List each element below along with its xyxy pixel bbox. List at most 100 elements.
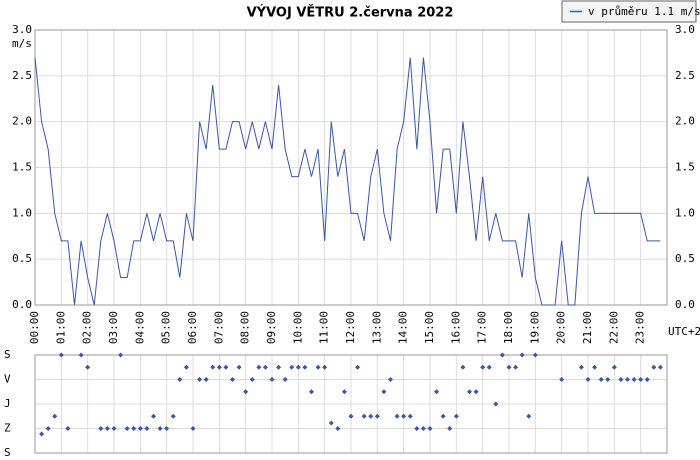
y2-tick-label: 3.0: [675, 23, 695, 36]
direction-point: [183, 364, 189, 370]
direction-point: [355, 364, 361, 370]
direction-point: [98, 426, 104, 431]
x-axis-label: UTC+2: [668, 325, 700, 338]
direction-point: [243, 389, 249, 395]
direction-point: [170, 413, 176, 419]
direction-point: [282, 377, 288, 382]
direction-point: [118, 352, 124, 358]
direction-point: [394, 413, 400, 419]
direction-point: [506, 364, 512, 370]
direction-point: [230, 377, 235, 382]
direction-point: [532, 352, 538, 358]
direction-point: [137, 426, 143, 431]
direction-point: [407, 413, 413, 419]
direction-point: [348, 413, 354, 419]
y2-tick-label: 1.0: [675, 206, 695, 219]
direction-point: [190, 426, 196, 431]
direction-point: [197, 377, 203, 382]
direction-point: [58, 352, 64, 358]
x-tick-label: 09:00: [265, 311, 278, 344]
y-axis-unit: m/s: [12, 37, 32, 50]
direction-point: [65, 426, 71, 431]
x-tick-label: 13:00: [370, 311, 383, 344]
legend-label: v průměru 1.1 m/s: [588, 5, 700, 18]
direction-point: [513, 364, 519, 370]
direction-point: [467, 389, 472, 395]
x-tick-label: 08:00: [239, 311, 252, 344]
x-tick-label: 10:00: [291, 311, 304, 344]
direction-point: [388, 377, 393, 382]
x-tick-label: 17:00: [476, 311, 489, 344]
chart-title: VÝVOJ VĚTRU 2.června 2022: [247, 5, 454, 21]
y2-tick-label: 2.0: [675, 115, 695, 128]
direction-point: [151, 413, 156, 419]
x-tick-label: 00:00: [28, 311, 41, 344]
direction-point: [203, 377, 209, 382]
direction-point: [223, 364, 229, 370]
direction-point: [368, 413, 374, 419]
x-tick-label: 15:00: [423, 311, 436, 344]
y-tick-label: J: [4, 397, 11, 410]
x-tick-label: 23:00: [634, 311, 647, 344]
direction-point: [335, 426, 341, 431]
direction-point: [651, 364, 657, 370]
y-tick-label: 1.0: [12, 206, 32, 219]
plot-frame: [34, 354, 668, 454]
direction-point: [328, 420, 334, 426]
direction-point: [611, 364, 617, 370]
direction-point: [480, 364, 486, 370]
direction-point: [111, 426, 117, 431]
x-tick-label: 22:00: [607, 311, 620, 344]
direction-point: [460, 364, 466, 370]
direction-point: [440, 413, 446, 419]
direction-point: [210, 364, 216, 370]
direction-point: [144, 426, 150, 431]
direction-point: [578, 364, 584, 370]
direction-point: [447, 426, 453, 431]
direction-point: [434, 389, 440, 395]
direction-point: [414, 426, 420, 431]
direction-point: [315, 364, 321, 370]
direction-point: [473, 389, 479, 395]
x-tick-label: 06:00: [186, 311, 199, 344]
y-tick-label: 1.5: [12, 161, 32, 174]
direction-point: [420, 426, 426, 431]
direction-point: [519, 352, 525, 358]
direction-point: [631, 377, 637, 382]
direction-point: [374, 413, 380, 419]
direction-point: [85, 364, 91, 370]
direction-point: [269, 377, 275, 382]
x-tick-label: 05:00: [160, 311, 173, 344]
direction-point: [493, 401, 499, 407]
direction-point: [216, 364, 222, 370]
direction-point: [157, 426, 163, 431]
x-tick-label: 04:00: [133, 311, 146, 344]
direction-point: [45, 426, 51, 431]
wind-line: [34, 57, 661, 306]
y-tick-label: S: [4, 446, 11, 459]
x-tick-label: 11:00: [318, 311, 331, 344]
direction-point: [295, 364, 301, 370]
direction-point: [177, 377, 183, 382]
direction-point: [131, 426, 137, 431]
direction-point: [262, 364, 268, 370]
direction-point: [341, 389, 347, 395]
y-tick-label: Z: [4, 422, 11, 435]
y2-tick-label: 1.5: [675, 161, 695, 174]
y-tick-label: V: [4, 373, 11, 386]
direction-point: [598, 377, 604, 382]
y2-tick-label: 0.0: [675, 298, 695, 311]
direction-point: [256, 364, 262, 370]
y-tick-label: 3.0: [12, 23, 32, 36]
direction-point: [605, 377, 611, 382]
direction-point: [644, 377, 650, 382]
x-tick-label: 03:00: [107, 311, 120, 344]
direction-point: [559, 377, 565, 382]
x-tick-label: 19:00: [528, 311, 541, 344]
legend-box: [561, 0, 697, 23]
direction-point: [124, 426, 130, 431]
direction-point: [39, 431, 45, 437]
direction-point: [657, 364, 663, 370]
direction-point: [585, 377, 591, 382]
